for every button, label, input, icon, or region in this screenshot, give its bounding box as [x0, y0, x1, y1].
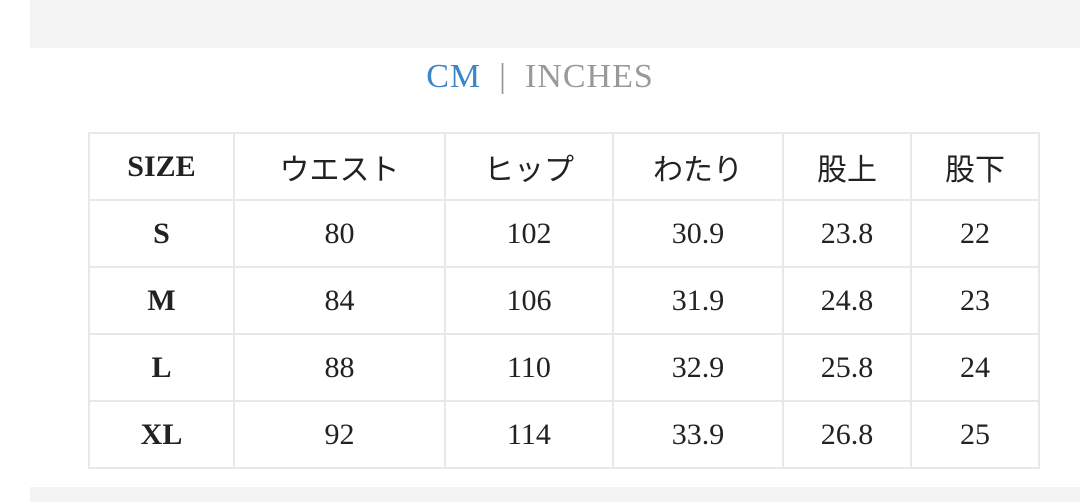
value-cell: 24.8 [782, 266, 912, 335]
unit-separator: | [499, 58, 507, 95]
column-header: 股下 [910, 132, 1040, 201]
value-cell: 24 [910, 333, 1040, 402]
size-cell: L [88, 333, 235, 402]
table-row: L 88 110 32.9 25.8 24 [88, 333, 1040, 402]
column-header: SIZE [88, 132, 235, 201]
size-cell: S [88, 199, 235, 268]
value-cell: 32.9 [612, 333, 784, 402]
unit-inches-tab[interactable]: INCHES [524, 58, 654, 95]
unit-toggle: CM | INCHES [0, 58, 1080, 96]
column-header: ウエスト [233, 132, 446, 201]
unit-cm-tab[interactable]: CM [426, 58, 482, 95]
table-row: XL 92 114 33.9 26.8 25 [88, 400, 1040, 469]
size-chart-table: SIZE ウエスト ヒップ わたり 股上 股下 S 80 102 30.9 23.8 22 M 84 10… [88, 132, 1040, 469]
value-cell: 25 [910, 400, 1040, 469]
value-cell: 22 [910, 199, 1040, 268]
size-cell: M [88, 266, 235, 335]
value-cell: 110 [444, 333, 614, 402]
value-cell: 106 [444, 266, 614, 335]
value-cell: 92 [233, 400, 446, 469]
column-header: ヒップ [444, 132, 614, 201]
value-cell: 25.8 [782, 333, 912, 402]
value-cell: 23 [910, 266, 1040, 335]
table-row: M 84 106 31.9 24.8 23 [88, 266, 1040, 335]
value-cell: 114 [444, 400, 614, 469]
value-cell: 33.9 [612, 400, 784, 469]
value-cell: 80 [233, 199, 446, 268]
value-cell: 23.8 [782, 199, 912, 268]
value-cell: 88 [233, 333, 446, 402]
value-cell: 26.8 [782, 400, 912, 469]
value-cell: 30.9 [612, 199, 784, 268]
size-cell: XL [88, 400, 235, 469]
value-cell: 84 [233, 266, 446, 335]
top-band [30, 0, 1080, 48]
table-header-row: SIZE ウエスト ヒップ わたり 股上 股下 [88, 132, 1040, 201]
table-row: S 80 102 30.9 23.8 22 [88, 199, 1040, 268]
value-cell: 31.9 [612, 266, 784, 335]
column-header: わたり [612, 132, 784, 201]
value-cell: 102 [444, 199, 614, 268]
column-header: 股上 [782, 132, 912, 201]
bottom-band [30, 487, 1080, 502]
